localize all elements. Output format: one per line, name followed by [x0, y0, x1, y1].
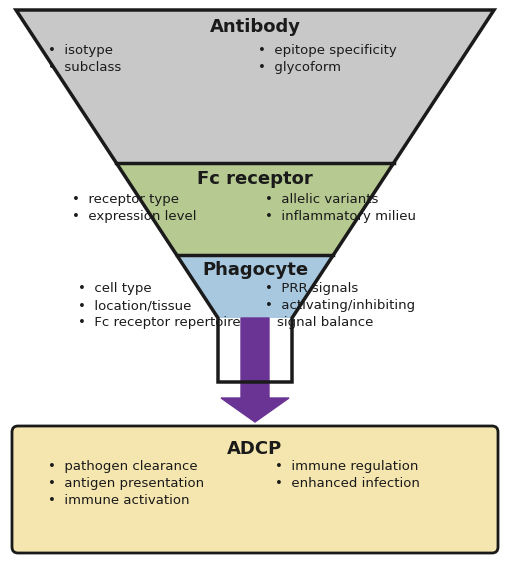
Polygon shape [176, 255, 333, 318]
Polygon shape [220, 318, 289, 422]
Text: •  glycoform: • glycoform [258, 61, 341, 74]
Text: •  receptor type: • receptor type [72, 193, 179, 206]
Polygon shape [16, 10, 493, 163]
Text: •  immune regulation: • immune regulation [274, 460, 417, 473]
Text: •  epitope specificity: • epitope specificity [258, 44, 396, 57]
Text: Phagocyte: Phagocyte [202, 261, 307, 279]
Text: •  Fc receptor repertoire: • Fc receptor repertoire [78, 316, 240, 329]
Polygon shape [116, 163, 393, 255]
Text: •  expression level: • expression level [72, 210, 196, 223]
Text: •  enhanced infection: • enhanced infection [274, 477, 419, 490]
Polygon shape [217, 318, 292, 382]
Text: •  inflammatory milieu: • inflammatory milieu [265, 210, 415, 223]
Text: •  isotype: • isotype [48, 44, 113, 57]
Text: •  cell type: • cell type [78, 282, 151, 295]
Text: •  subclass: • subclass [48, 61, 121, 74]
Text: •  immune activation: • immune activation [48, 494, 189, 507]
Text: Fc receptor: Fc receptor [197, 170, 312, 188]
Text: •  pathogen clearance: • pathogen clearance [48, 460, 197, 473]
Text: ADCP: ADCP [227, 440, 282, 458]
Text: Antibody: Antibody [209, 18, 300, 36]
FancyBboxPatch shape [12, 426, 497, 553]
Text: •  activating/inhibiting: • activating/inhibiting [265, 299, 414, 312]
Text: signal balance: signal balance [276, 316, 373, 329]
Text: •  allelic variants: • allelic variants [265, 193, 378, 206]
Text: •  PRR signals: • PRR signals [265, 282, 357, 295]
Text: •  antigen presentation: • antigen presentation [48, 477, 204, 490]
Text: •  location/tissue: • location/tissue [78, 299, 191, 312]
